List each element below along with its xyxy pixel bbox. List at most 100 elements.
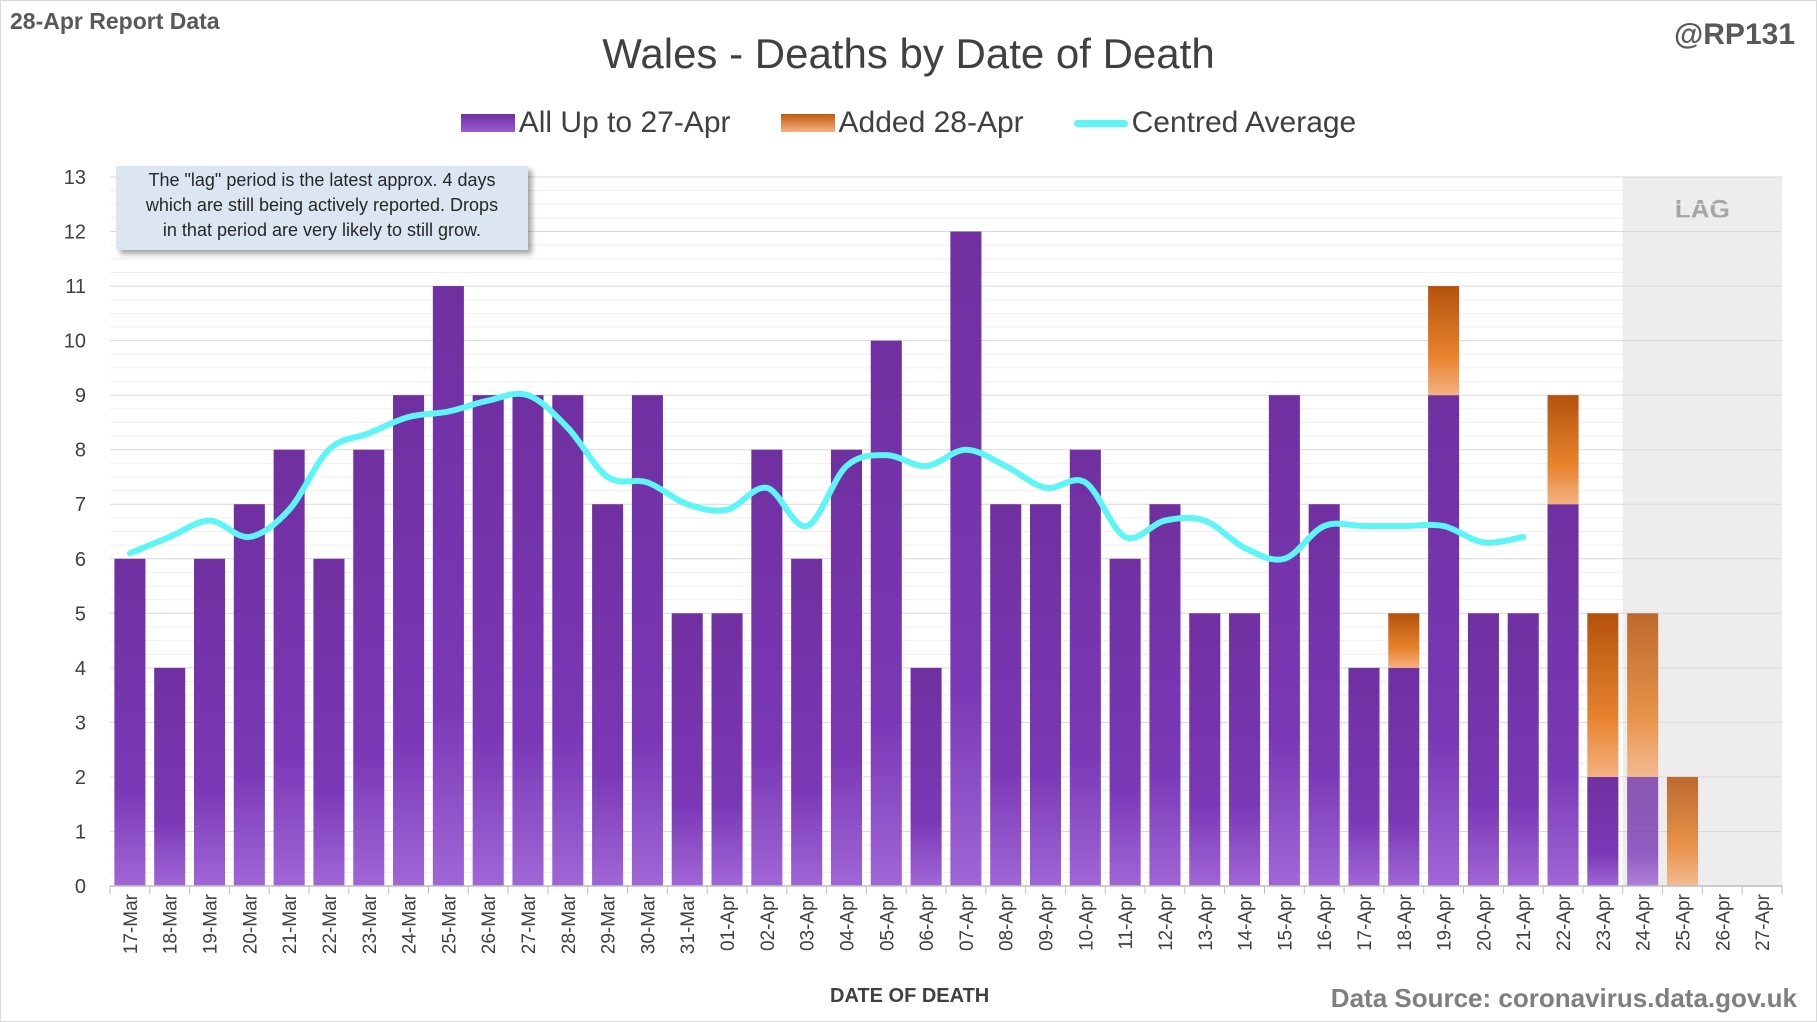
legend-swatch-added	[780, 114, 835, 132]
bar-all-06-Apr	[910, 667, 942, 886]
x-tick-label: 29-Mar	[599, 893, 620, 954]
x-tick-label: 12-Apr	[1156, 893, 1177, 951]
y-tick-label: 4	[75, 658, 86, 680]
lag-note-box: The "lag" period is the latest approx. 4…	[116, 166, 528, 250]
x-tick-label: 03-Apr	[798, 893, 819, 951]
x-tick-label: 17-Apr	[1355, 893, 1376, 951]
bar-all-03-Apr	[791, 558, 823, 886]
report-date-note: 28-Apr Report Data	[10, 8, 220, 34]
x-tick-label: 24-Mar	[400, 893, 421, 954]
x-tick-label: 31-Mar	[678, 893, 699, 954]
bar-all-22-Mar	[313, 558, 345, 886]
x-tick-label: 30-Mar	[638, 893, 659, 954]
x-tick-label: 27-Apr	[1753, 893, 1774, 951]
x-tick-label: 20-Mar	[240, 893, 261, 954]
x-tick-label: 21-Mar	[280, 893, 301, 954]
x-tick-label: 20-Apr	[1474, 893, 1495, 951]
y-tick-label: 9	[75, 385, 86, 407]
x-tick-label: 17-Mar	[121, 893, 142, 954]
bar-all-14-Apr	[1229, 613, 1261, 886]
bar-all-26-Mar	[472, 395, 504, 886]
x-tick-label: 19-Apr	[1435, 893, 1456, 951]
bar-all-20-Mar	[233, 504, 265, 886]
bar-all-10-Apr	[1069, 449, 1101, 886]
x-tick-label: 25-Apr	[1673, 893, 1694, 951]
x-tick-label: 19-Mar	[201, 893, 222, 954]
bar-added-19-Apr	[1428, 286, 1460, 396]
chart-legend: All Up to 27-Apr Added 28-Apr Centred Av…	[0, 106, 1817, 140]
legend-item-all: All Up to 27-Apr	[460, 106, 731, 140]
y-tick-label: 3	[75, 712, 86, 734]
legend-label-added: Added 28-Apr	[838, 106, 1024, 139]
bar-all-21-Mar	[273, 449, 305, 886]
bar-all-11-Apr	[1109, 558, 1141, 886]
bar-all-27-Mar	[512, 395, 544, 886]
lag-note-line-2: which are still being actively reported.…	[145, 195, 499, 215]
y-tick-label: 13	[64, 167, 86, 189]
x-tick-label: 16-Apr	[1315, 893, 1336, 951]
bar-all-02-Apr	[751, 449, 783, 886]
x-tick-label: 14-Apr	[1236, 893, 1257, 951]
bar-all-23-Mar	[353, 449, 385, 886]
x-tick-label: 26-Mar	[479, 893, 500, 954]
y-tick-label: 10	[64, 331, 86, 353]
bar-all-28-Mar	[552, 395, 584, 886]
bar-all-24-Mar	[393, 395, 425, 886]
bar-all-25-Mar	[432, 286, 464, 887]
x-tick-label: 02-Apr	[758, 893, 779, 951]
bar-all-19-Apr	[1428, 395, 1460, 886]
y-tick-label: 8	[75, 440, 86, 462]
bar-all-21-Apr	[1507, 613, 1539, 886]
x-tick-label: 25-Mar	[439, 893, 460, 954]
bar-all-22-Apr	[1547, 504, 1579, 886]
legend-item-added: Added 28-Apr	[780, 106, 1024, 140]
bar-all-31-Mar	[671, 613, 703, 886]
x-tick-label: 24-Apr	[1634, 893, 1655, 951]
y-tick-label: 2	[75, 767, 86, 789]
bar-all-01-Apr	[711, 613, 743, 886]
x-tick-label: 10-Apr	[1076, 893, 1097, 951]
chart-title: Wales - Deaths by Date of Death	[602, 30, 1215, 77]
x-tick-label: 04-Apr	[837, 893, 858, 951]
bar-all-08-Apr	[990, 504, 1022, 886]
x-tick-label: 22-Mar	[320, 893, 341, 954]
x-tick-label: 09-Apr	[1037, 893, 1058, 951]
bar-all-17-Apr	[1348, 667, 1380, 886]
x-tick-label: 18-Mar	[161, 893, 182, 954]
bar-all-30-Mar	[631, 395, 663, 886]
legend-item-average: Centred Average	[1073, 106, 1356, 140]
x-tick-label: 22-Apr	[1554, 893, 1575, 951]
bar-all-20-Apr	[1467, 613, 1499, 886]
x-tick-label: 18-Apr	[1395, 893, 1416, 951]
bar-all-05-Apr	[870, 340, 902, 887]
x-tick-label: 06-Apr	[917, 893, 938, 951]
x-tick-label: 01-Apr	[718, 893, 739, 951]
legend-label-all: All Up to 27-Apr	[518, 106, 731, 139]
bar-all-29-Mar	[592, 504, 624, 886]
x-tick-label: 26-Apr	[1713, 893, 1734, 951]
bar-added-25-Apr	[1666, 776, 1699, 886]
lag-note-line-3: in that period are very likely to still …	[162, 220, 482, 240]
x-tick-label: 13-Apr	[1196, 893, 1217, 951]
bar-all-09-Apr	[1029, 504, 1062, 886]
y-tick-label: 1	[75, 821, 86, 843]
y-tick-label: 7	[75, 494, 86, 516]
bar-all-24-Apr	[1627, 776, 1659, 886]
author-handle: @RP131	[1674, 18, 1795, 51]
bar-all-13-Apr	[1189, 613, 1221, 886]
data-source: Data Source: coronavirus.data.gov.uk	[1330, 983, 1797, 1013]
x-tick-label: 27-Mar	[519, 893, 540, 954]
bar-added-18-Apr	[1388, 613, 1420, 668]
bar-added-24-Apr	[1627, 613, 1659, 777]
y-tick-label: 0	[75, 876, 86, 898]
bar-all-04-Apr	[830, 449, 863, 886]
x-tick-label: 05-Apr	[877, 893, 898, 951]
y-tick-label: 5	[75, 603, 86, 625]
x-tick-label: 07-Apr	[957, 893, 978, 951]
bar-all-23-Apr	[1587, 776, 1619, 886]
legend-swatch-all	[460, 114, 515, 132]
bar-all-16-Apr	[1308, 504, 1340, 886]
bar-added-23-Apr	[1587, 613, 1619, 777]
y-tick-label: 6	[75, 549, 86, 571]
